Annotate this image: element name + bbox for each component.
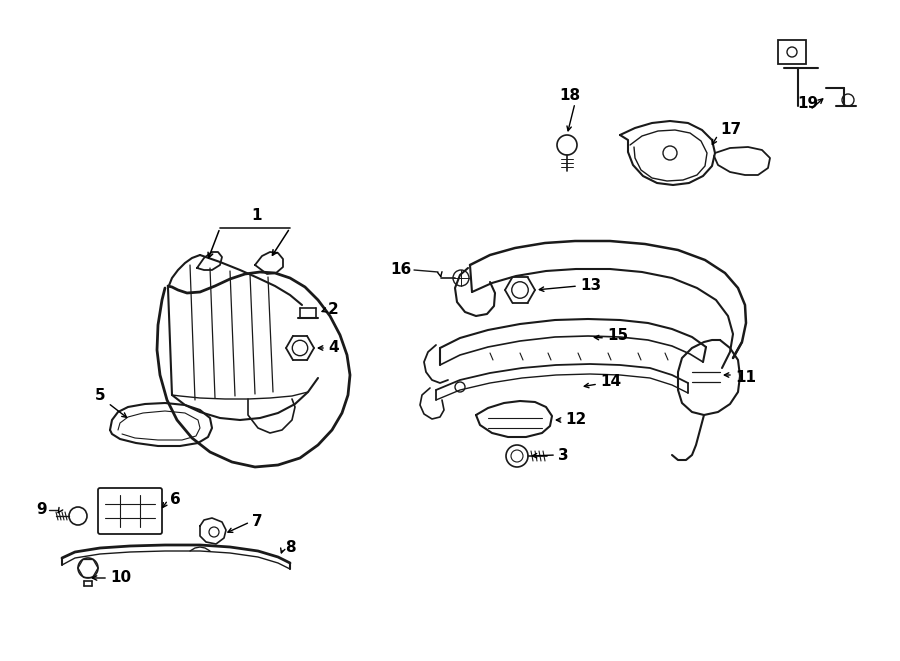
Text: 14: 14	[600, 375, 621, 389]
Text: 4: 4	[328, 340, 338, 356]
Text: 18: 18	[560, 87, 580, 102]
Text: 12: 12	[565, 412, 586, 428]
Text: 7: 7	[252, 514, 263, 529]
Text: 19: 19	[797, 95, 818, 110]
Text: 13: 13	[580, 278, 601, 293]
FancyBboxPatch shape	[98, 488, 162, 534]
Text: 11: 11	[735, 371, 756, 385]
Bar	[778, 40, 806, 64]
Text: 8: 8	[285, 541, 295, 555]
Text: 6: 6	[170, 492, 181, 508]
Text: 15: 15	[607, 329, 628, 344]
Text: 9: 9	[36, 502, 47, 518]
Text: 5: 5	[94, 387, 105, 403]
Text: 3: 3	[558, 447, 569, 463]
Text: 17: 17	[720, 122, 741, 137]
Text: 2: 2	[328, 303, 338, 317]
Text: 10: 10	[110, 570, 131, 586]
Text: 1: 1	[252, 208, 262, 223]
Text: 16: 16	[391, 262, 412, 278]
